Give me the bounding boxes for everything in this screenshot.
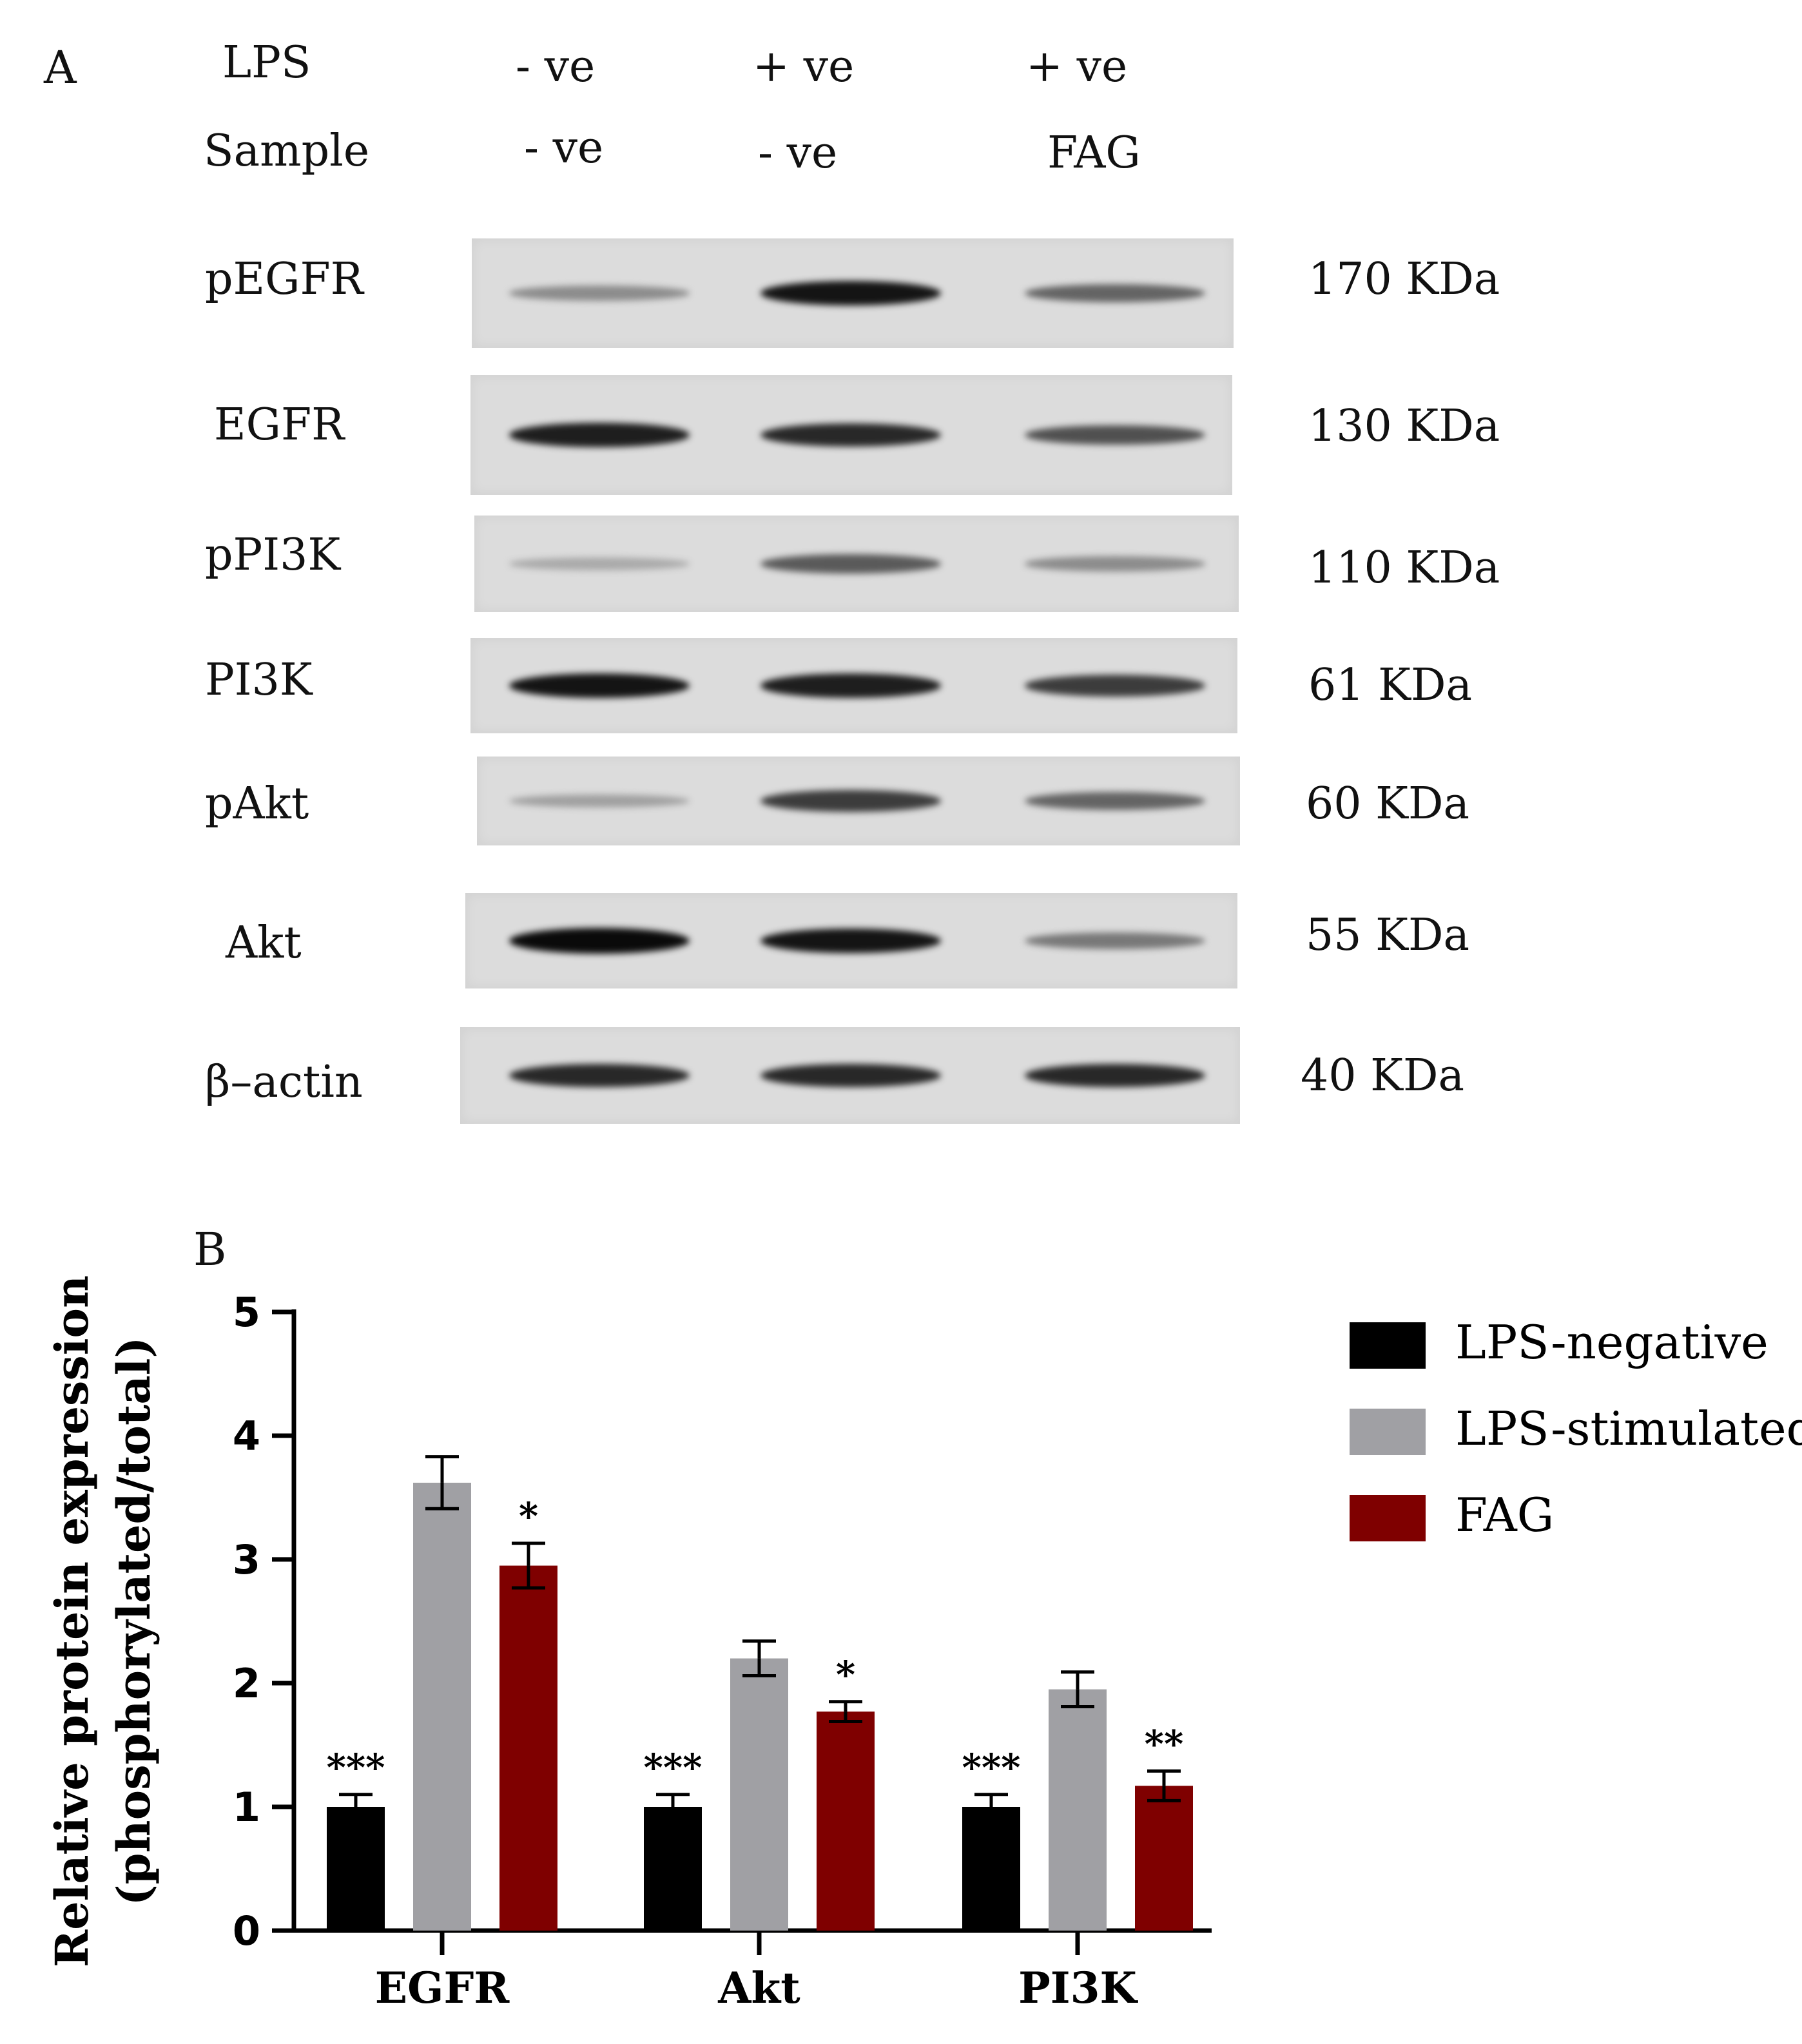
protein-label: PI3K — [205, 655, 313, 706]
panel-b-letter: B — [193, 1223, 227, 1276]
legend-swatch — [1350, 1409, 1426, 1455]
chart-bars: ************* — [327, 1455, 1193, 1931]
sample-row-label: Sample — [204, 126, 370, 177]
lane-2-lps: + ve — [753, 41, 855, 92]
blot-band — [509, 285, 690, 301]
x-tick-label: Akt — [717, 1963, 800, 2013]
kda-label: 170 KDa — [1308, 254, 1500, 305]
significance-label: *** — [962, 1746, 1021, 1789]
blot-band — [1025, 791, 1205, 811]
bar — [1049, 1689, 1107, 1931]
protein-label: β–actin — [205, 1057, 363, 1108]
blot-band — [1025, 1063, 1205, 1088]
blot-band — [509, 928, 690, 954]
y-axis-label: Relative protein expression — [45, 1275, 99, 1967]
legend-label: LPS-negative — [1455, 1315, 1768, 1369]
lps-row-label: LPS — [222, 37, 311, 88]
blot-band — [761, 673, 941, 698]
lane-1-lps: - ve — [516, 41, 596, 92]
blot-band — [509, 673, 690, 699]
chart-legend: LPS-negative LPS-stimulated FAG — [1350, 1315, 1802, 1542]
panel-a-letter: A — [44, 41, 77, 94]
significance-label: ** — [1145, 1722, 1184, 1766]
kda-label: 60 KDa — [1306, 778, 1470, 829]
significance-label: *** — [644, 1746, 702, 1789]
bar — [413, 1482, 471, 1931]
kda-label: 130 KDa — [1308, 401, 1500, 452]
chart-axes: 0 1 2 3 4 5 Relative protein expression (phosph… — [45, 1275, 1212, 2013]
y-tick-label: 2 — [233, 1660, 260, 1707]
lane-3-sample: FAG — [1047, 128, 1141, 178]
kda-label: 61 KDa — [1308, 660, 1473, 711]
blot-band — [761, 790, 941, 812]
legend-swatch — [1350, 1495, 1426, 1541]
blot-band — [761, 1063, 941, 1088]
legend-label: LPS-stimulated — [1455, 1402, 1802, 1456]
bar — [1135, 1786, 1193, 1931]
bar — [730, 1658, 788, 1931]
x-tick-label: EGFR — [375, 1963, 510, 2013]
kda-label: 55 KDa — [1306, 910, 1470, 961]
lane-2-sample: - ve — [758, 128, 838, 178]
protein-label: pAkt — [205, 778, 309, 829]
blot-band — [509, 794, 690, 808]
y-tick-label: 3 — [233, 1536, 260, 1583]
blot-band — [761, 423, 941, 447]
lane-3-lps: + ve — [1026, 41, 1128, 92]
y-tick-label: 1 — [233, 1784, 260, 1831]
blot-band — [509, 557, 690, 570]
protein-label: Akt — [226, 918, 302, 969]
bar — [327, 1807, 385, 1931]
protein-label: EGFR — [214, 400, 345, 450]
significance-label: *** — [327, 1746, 385, 1789]
bar — [644, 1807, 702, 1931]
blot-band — [761, 280, 941, 306]
y-tick-label: 4 — [233, 1412, 260, 1460]
legend-label: FAG — [1455, 1488, 1554, 1542]
blot-band — [761, 554, 941, 574]
y-tick-label: 5 — [233, 1289, 260, 1336]
y-axis-label-sub: (phosphorylated/total) — [107, 1337, 160, 1906]
blot-band — [1025, 932, 1205, 949]
significance-label: * — [836, 1653, 855, 1697]
lane-1-sample: - ve — [524, 122, 604, 173]
blot-band — [509, 423, 690, 447]
blot-band — [1025, 284, 1205, 303]
blot-band — [1025, 675, 1205, 697]
bar — [499, 1565, 557, 1931]
blot-band — [761, 928, 941, 954]
kda-label: 40 KDa — [1301, 1050, 1465, 1101]
significance-label: * — [519, 1494, 538, 1538]
blot-band — [1025, 556, 1205, 572]
bar — [817, 1711, 875, 1931]
legend-swatch — [1350, 1322, 1426, 1369]
blot-band — [1025, 425, 1205, 445]
bar — [962, 1807, 1020, 1931]
y-tick-label: 0 — [233, 1907, 260, 1954]
x-tick-label: PI3K — [1018, 1963, 1138, 2013]
kda-label: 110 KDa — [1308, 543, 1500, 593]
protein-label: pEGFR — [205, 254, 363, 305]
blot-band — [509, 1063, 690, 1088]
protein-label: pPI3K — [205, 530, 341, 581]
